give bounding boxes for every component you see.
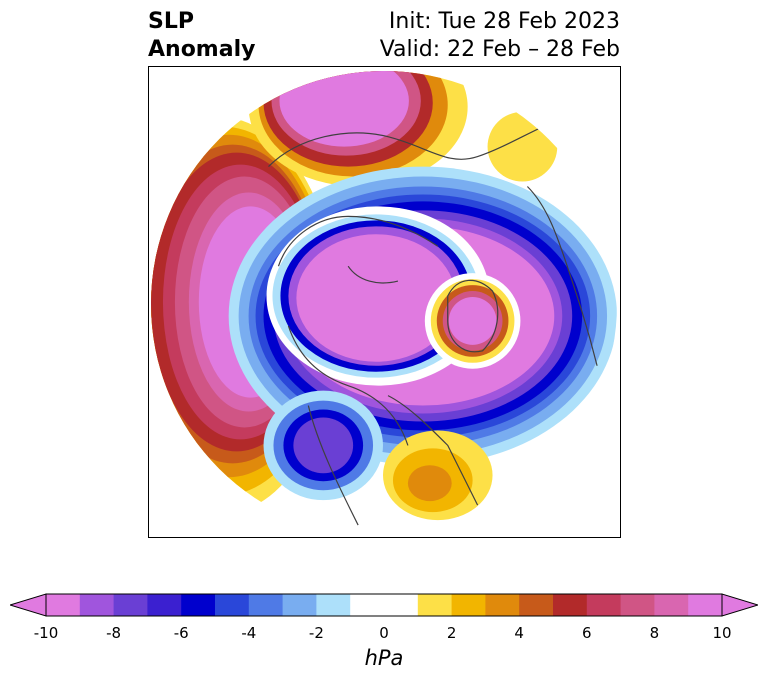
- colorbar-unit-label: hPa: [364, 646, 404, 670]
- colorbar-segment: [485, 594, 520, 616]
- chart-title-right: Init: Tue 28 Feb 2023 Valid: 22 Feb – 28…: [380, 8, 620, 64]
- colorbar-tick-label: -4: [241, 624, 257, 642]
- colorbar-segment: [46, 594, 81, 616]
- colorbar-segment: [147, 594, 182, 616]
- colorbar-tick-label: 8: [649, 624, 660, 642]
- colorbar-segment: [519, 594, 554, 616]
- title-init-date: Init: Tue 28 Feb 2023: [388, 9, 620, 34]
- anomaly-europe-high: [487, 111, 558, 182]
- colorbar-tick-label: 2: [446, 624, 457, 642]
- colorbar-segment: [282, 594, 317, 616]
- colorbar-segment: [553, 594, 588, 616]
- colorbar-tick-label: -2: [308, 624, 324, 642]
- colorbar-segment: [451, 594, 486, 616]
- colorbar-tick-label: 4: [514, 624, 524, 642]
- colorbar-extend-min: [10, 593, 47, 617]
- title-valid-range: Valid: 22 Feb – 28 Feb: [379, 37, 620, 62]
- colorbar-segment: [688, 594, 723, 616]
- colorbar-segment: [79, 594, 115, 616]
- chart-title-left: SLP Anomaly: [148, 8, 255, 64]
- colorbar-tick-label: 6: [582, 624, 592, 642]
- colorbar-frame: [45, 593, 723, 617]
- anomaly-north-america-low: [263, 390, 384, 501]
- colorbar-segment: [620, 594, 655, 616]
- colorbar-segment: [181, 594, 216, 616]
- slp-anomaly-map: [148, 66, 621, 538]
- colorbar-segment: [248, 594, 284, 616]
- colorbar-segment: [654, 594, 689, 616]
- title-variable: SLP: [148, 9, 194, 34]
- colorbar-extend-max: [721, 593, 758, 617]
- colorbar-tick-label: 10: [712, 624, 732, 642]
- colorbar-tick-label: -10: [33, 624, 59, 642]
- colorbar-segment: [350, 594, 385, 616]
- anomaly-east-us-high: [383, 430, 493, 521]
- colorbar: [10, 593, 758, 617]
- colorbar-segment: [113, 594, 148, 616]
- title-quantity: Anomaly: [148, 37, 256, 62]
- colorbar-segment: [417, 594, 453, 616]
- coastlines: [268, 116, 598, 526]
- anomaly-greenland-high: [424, 273, 521, 369]
- colorbar-segment: [316, 594, 351, 616]
- colorbar-tick-label: -8: [106, 624, 122, 642]
- colorbar-segment: [215, 594, 250, 616]
- colorbar-segment: [586, 594, 622, 616]
- colorbar-tick-label: -6: [173, 624, 189, 642]
- colorbar-tick-label: 0: [379, 624, 389, 642]
- colorbar-segment: [384, 594, 419, 616]
